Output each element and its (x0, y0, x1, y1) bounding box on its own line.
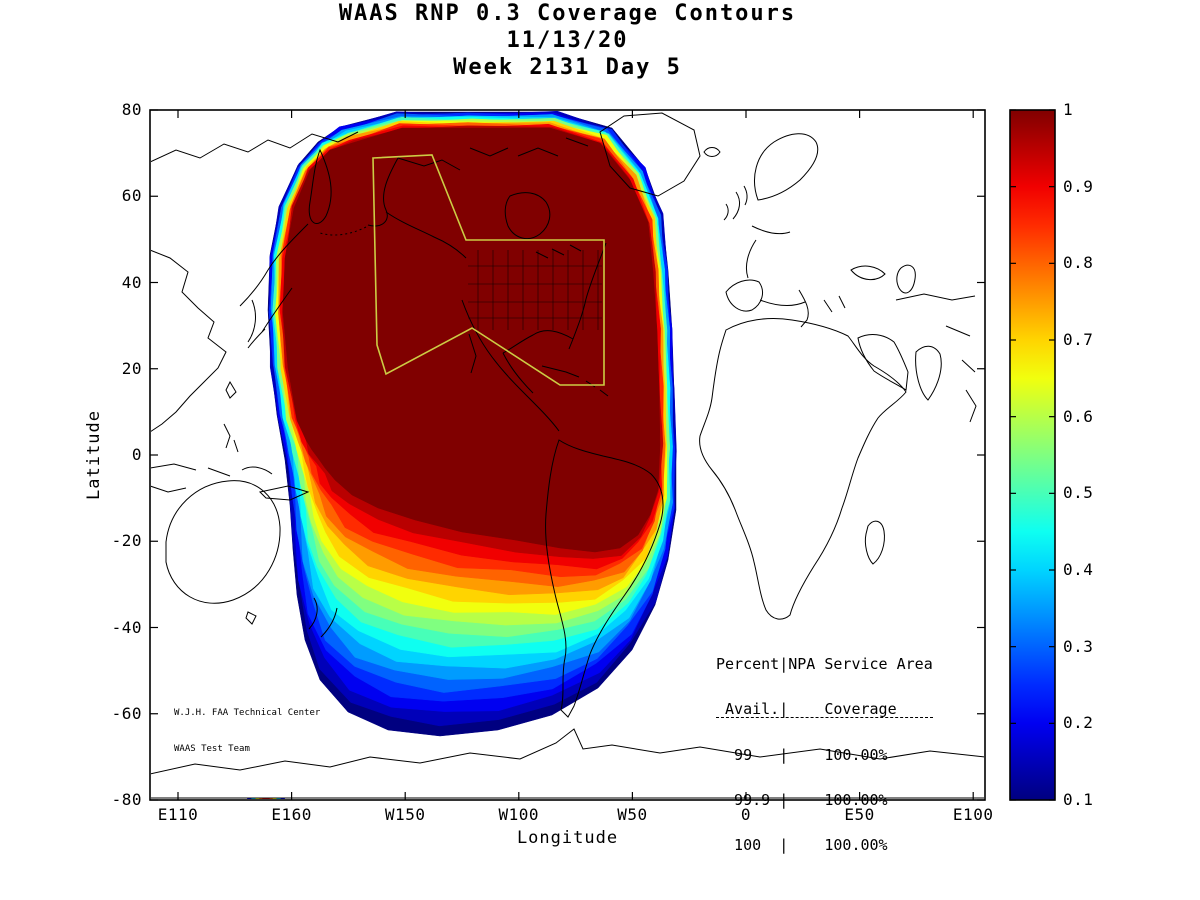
colorbar-tick-label-1: 1 (1063, 100, 1074, 119)
npa-availability-table: Percent|NPA Service Area Avail.| Coverag… (716, 627, 933, 883)
india-outline (915, 345, 942, 401)
siberia-coast (151, 131, 359, 163)
x-tick-label-E110: E110 (157, 805, 199, 824)
okhotsk-coast (239, 223, 309, 343)
axis-frame (149, 109, 986, 801)
chart-week-day: Week 2131 Day 5 (453, 55, 682, 80)
tasmania-outline (245, 611, 257, 625)
philippines-outline (223, 423, 239, 453)
colorbar-tick-label-0.8: 0.8 (1063, 253, 1094, 273)
x-tick-label-W150: W150 (384, 805, 426, 824)
y-tick-label--60: -60 (111, 703, 142, 723)
axis-tick-marks (150, 109, 985, 801)
east-asia-coast (151, 249, 227, 432)
credit-text: W.J.H. FAA Technical Center WAAS Test Te… (174, 683, 320, 779)
caribbean-islands (541, 365, 609, 397)
alaska-coast (367, 157, 467, 259)
credit-line-2: WAAS Test Team (174, 744, 250, 754)
colorbar-tick-label-0.5: 0.5 (1063, 483, 1094, 503)
us-state-borders (468, 250, 602, 330)
central-asia-lines (895, 293, 977, 423)
british-isles-outline (723, 185, 748, 221)
scandinavia-outline (754, 133, 819, 201)
chart-date: 11/13/20 (506, 28, 629, 53)
credit-line-1: W.J.H. FAA Technical Center (174, 708, 321, 718)
taiwan-outline (225, 380, 237, 399)
colorbar-tick-label-0.3: 0.3 (1063, 636, 1094, 656)
x-tick-label-W100: W100 (498, 805, 540, 824)
title-block: WAAS RNP 0.3 Coverage Contours 11/13/20 … (150, 0, 985, 81)
x-axis-label: Longitude (516, 828, 619, 848)
alaska-north-coast (397, 157, 461, 171)
indonesia-outline (151, 463, 273, 493)
new-zealand-outline (308, 597, 338, 638)
npa-table-row-99: 99 | 100.00% (716, 746, 888, 764)
kamchatka-outline (308, 148, 332, 225)
arctic-islands (469, 137, 589, 157)
colorbar-tick-label-0.7: 0.7 (1063, 330, 1094, 349)
npa-service-area-outline (372, 154, 605, 386)
npa-table-header-1: Percent|NPA Service Area (716, 655, 933, 673)
npa-table-header-2: Avail.| Coverage (716, 700, 933, 718)
south-america-outline (545, 439, 664, 718)
y-tick-label-20: 20 (121, 358, 142, 378)
x-tick-label-E160: E160 (271, 805, 312, 824)
chart-title: WAAS RNP 0.3 Coverage Contours (338, 1, 797, 26)
australia-outline (165, 480, 281, 604)
us-east-coast (568, 242, 607, 350)
x-tick-label-E100: E100 (952, 805, 994, 824)
europe-coast (725, 225, 846, 328)
colorbar-tick-label-0.9: 0.9 (1063, 176, 1094, 196)
x-tick-label-W50: W50 (617, 805, 648, 824)
x-tick-label-0: 0 (740, 805, 752, 824)
y-tick-label--80: -80 (111, 790, 142, 809)
gulf-coast (502, 330, 574, 354)
greenland-outline (599, 112, 701, 197)
colorbar-tick-label-0.6: 0.6 (1063, 406, 1094, 426)
x-tick-label-E50: E50 (844, 805, 875, 824)
new-guinea-outline (258, 485, 310, 501)
npa-table-row-100: 100 | 100.00% (716, 836, 888, 854)
colorbar-gradient (1009, 109, 1056, 801)
madagascar-outline (864, 520, 885, 565)
hudson-bay-outline (504, 192, 551, 240)
y-tick-label-0: 0 (131, 445, 142, 464)
y-tick-label-80: 80 (121, 100, 142, 119)
colorbar-tick-label-0.1: 0.1 (1063, 790, 1094, 809)
colorbar-tick-label-0.2: 0.2 (1063, 713, 1094, 733)
iceland-outline (703, 147, 721, 157)
y-tick-label-40: 40 (121, 272, 142, 292)
japan-outline (247, 287, 293, 349)
black-caspian-seas (850, 264, 916, 294)
colorbar (1009, 109, 1056, 801)
npa-table-row-99-9: 99.9 | 100.00% (716, 791, 888, 809)
africa-outline (699, 317, 907, 620)
colorbar-tick-label-0.4: 0.4 (1063, 560, 1094, 579)
antarctica-outline (151, 728, 984, 799)
y-tick-label-60: 60 (121, 186, 142, 206)
y-tick-label--40: -40 (111, 617, 142, 637)
colorbar-tick-marks (1010, 109, 1055, 801)
y-tick-label--20: -20 (111, 531, 142, 551)
arabia-outline (857, 334, 909, 391)
contour-band-1 (282, 127, 661, 553)
